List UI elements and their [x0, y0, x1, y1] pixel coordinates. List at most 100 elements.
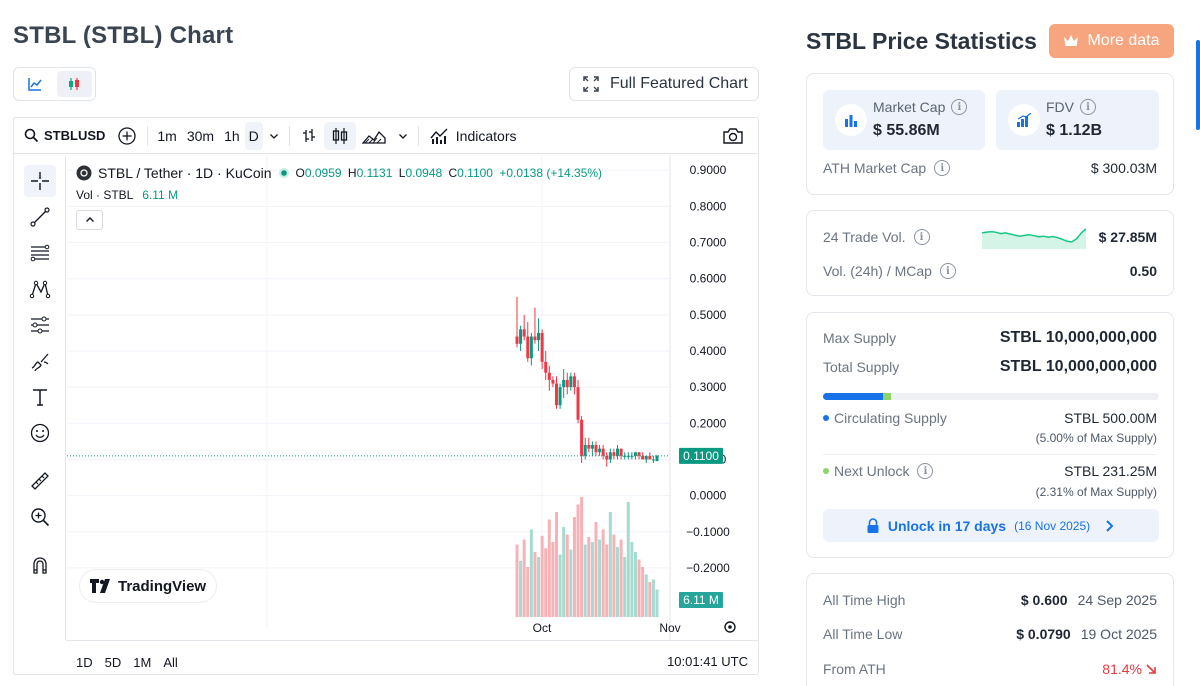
- info-icon[interactable]: i: [1080, 99, 1096, 115]
- volume-bar: [583, 544, 587, 617]
- trade-volume-row: 24 Trade Vol. i $ 27.85M: [823, 225, 1157, 249]
- area-style-button[interactable]: [356, 122, 392, 150]
- interval-dropdown[interactable]: [263, 122, 285, 150]
- ruler-tool[interactable]: [24, 465, 56, 497]
- candle-style-button[interactable]: [323, 121, 356, 150]
- tradingview-label: TradingView: [118, 577, 207, 595]
- candle-body: [587, 445, 591, 449]
- ath-value: $ 0.600: [1020, 592, 1068, 608]
- brush-tool[interactable]: [24, 345, 56, 377]
- indicators-label: Indicators: [455, 127, 517, 144]
- zoom-in-icon: [31, 508, 50, 527]
- emoji-tool[interactable]: [24, 417, 56, 449]
- chart-toolbar: STBLUSD 1m 30m 1h D Indicators: [14, 118, 758, 154]
- chevron-up-icon: [85, 217, 94, 222]
- next-unlock-label: Next Unlock: [834, 463, 910, 479]
- candle-body: [637, 452, 641, 456]
- volume-bar: [580, 497, 584, 617]
- axis-settings-icon-core: [728, 625, 732, 629]
- total-supply-value: STBL 10,000,000,000: [999, 358, 1157, 375]
- ruler-icon: [31, 472, 49, 490]
- interval-1m[interactable]: 1m: [157, 127, 177, 144]
- volume-card: 24 Trade Vol. i $ 27.85M Vol. (24h) / MCa…: [806, 210, 1174, 296]
- forecast-icon: [31, 316, 49, 334]
- line-view-button[interactable]: [17, 71, 53, 97]
- chart-style-dropdown[interactable]: [392, 122, 414, 150]
- full-featured-chart-button[interactable]: Full Featured Chart: [569, 67, 759, 101]
- pattern-tool[interactable]: [24, 273, 56, 305]
- more-data-button[interactable]: More data: [1049, 24, 1174, 58]
- volume-bar: [569, 549, 573, 617]
- candle-body: [554, 383, 558, 406]
- screenshot-button[interactable]: [716, 122, 750, 150]
- info-icon[interactable]: i: [939, 263, 956, 279]
- volume-tag: [679, 592, 723, 608]
- info-icon[interactable]: i: [951, 99, 968, 115]
- utc-clock[interactable]: 10:01:41 UTC: [667, 654, 748, 669]
- interval-30m[interactable]: 30m: [186, 127, 215, 144]
- magnet-tool[interactable]: [24, 549, 56, 581]
- symbol-search[interactable]: STBLUSD: [14, 122, 111, 150]
- next-unlock-value: STBL 231.25M: [1064, 463, 1157, 479]
- candle-view-button[interactable]: [56, 71, 92, 97]
- info-icon[interactable]: i: [913, 229, 930, 245]
- compare-symbol-button[interactable]: [111, 122, 143, 150]
- volume-bar: [598, 539, 602, 617]
- indicators-icon: [430, 128, 448, 144]
- circulating-supply-row: Circulating Supply STBL 500.00M: [823, 410, 1157, 426]
- bar-style-button[interactable]: [294, 122, 324, 150]
- range-1d[interactable]: 1D: [76, 654, 93, 670]
- market-open-icon: [278, 168, 289, 178]
- chart-view-toggle: [13, 67, 96, 101]
- brush-icon: [31, 353, 49, 372]
- collapse-legend-button[interactable]: [76, 210, 103, 230]
- trend-line-tool[interactable]: [24, 201, 56, 233]
- market-cap-card: Market Cap i $ 55.86M FDV i $ 1.12B ATH Ma…: [806, 73, 1174, 195]
- indicators-button[interactable]: Indicators: [423, 122, 523, 150]
- candle-body: [590, 445, 594, 449]
- vol-mcap-row: Vol. (24h) / MCap i 0.50: [823, 263, 1157, 279]
- interval-1h[interactable]: 1h: [224, 127, 240, 144]
- volume-bar: [619, 539, 623, 617]
- tradingview-widget: STBLUSD 1m 30m 1h D Indicators: [13, 117, 759, 675]
- volume-bar: [540, 535, 544, 617]
- candle-body: [616, 448, 620, 456]
- search-icon: [24, 128, 39, 143]
- tradingview-logo[interactable]: TradingView: [80, 570, 217, 602]
- candlestick-icon: [69, 78, 80, 90]
- range-all[interactable]: All: [163, 654, 178, 670]
- fib-tool[interactable]: [24, 237, 56, 269]
- from-ath-row: From ATH 81.4%: [823, 661, 1157, 677]
- toolbar-divider: [147, 125, 149, 146]
- volume-bar: [529, 529, 533, 617]
- sparkline-line: [981, 228, 1087, 243]
- volume-tag-label: 6.11 M: [683, 593, 719, 607]
- range-1m[interactable]: 1M: [133, 654, 152, 670]
- chevron-down-icon: [398, 133, 407, 139]
- axis-settings-icon[interactable]: [724, 621, 736, 633]
- unlock-schedule-button[interactable]: Unlock in 17 days (16 Nov 2025): [823, 509, 1159, 542]
- atl-row: All Time Low $ 0.0790 19 Oct 2025: [823, 626, 1157, 642]
- candle-body: [519, 329, 523, 344]
- crosshair-tool[interactable]: [24, 165, 56, 197]
- prediction-tool[interactable]: [24, 309, 56, 341]
- supply-divider: [823, 454, 1157, 455]
- smiley-icon: [30, 423, 50, 443]
- scrollbar-thumb[interactable]: [1196, 40, 1200, 130]
- info-icon[interactable]: i: [934, 160, 951, 176]
- xabcd-pattern-icon: [29, 280, 51, 299]
- candle-body: [648, 455, 652, 460]
- ath-market-cap-value: $ 300.03M: [1090, 160, 1157, 176]
- price-chart[interactable]: 0.9000 0.8000 0.7000 0.6000 0.5000 0.4000 0.30…: [67, 155, 758, 640]
- crown-icon: [1064, 35, 1079, 46]
- interval-d[interactable]: D: [244, 121, 263, 150]
- line-chart-icon: [28, 78, 42, 91]
- zoom-tool[interactable]: [24, 501, 56, 533]
- range-5d[interactable]: 5D: [104, 654, 122, 670]
- info-icon[interactable]: i: [917, 463, 934, 479]
- candle-body: [576, 387, 580, 420]
- more-data-label: More data: [1087, 32, 1160, 49]
- volume-bar: [572, 517, 576, 617]
- y-tick-label: 0.7000: [690, 236, 727, 250]
- text-tool[interactable]: [24, 381, 56, 413]
